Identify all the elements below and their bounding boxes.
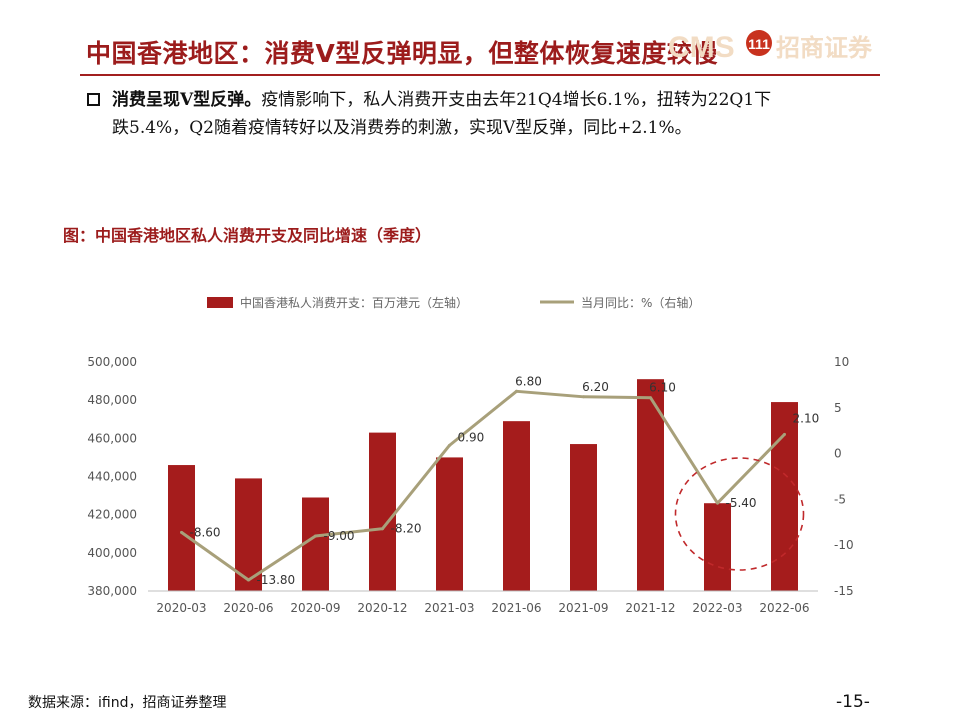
bullet-line-1: 疫情影响下，私人消费开支由去年21Q4增长6.1%，扭转为22Q1下 <box>261 90 772 110</box>
yoy-data-label: -8.60 <box>190 525 221 539</box>
y-right-tick-label: 5 <box>834 401 842 415</box>
yoy-data-label: -13.80 <box>257 573 296 587</box>
title-divider <box>80 74 880 76</box>
bar-2020-09 <box>302 497 329 591</box>
x-tick-label: 2022-06 <box>759 601 809 615</box>
legend-label-line: 当月同比：%（右轴） <box>581 295 700 310</box>
bullet-square-icon <box>87 93 100 106</box>
yoy-point-2020-12 <box>381 527 384 531</box>
bar-2022-06 <box>771 402 798 591</box>
y-right-tick-label: 0 <box>834 447 842 461</box>
x-tick-label: 2021-09 <box>558 601 608 615</box>
yoy-point-2021-12 <box>649 396 652 400</box>
bar-2022-03 <box>704 503 731 591</box>
yoy-data-label: 6.10 <box>649 381 676 395</box>
yoy-point-2021-09 <box>582 395 585 399</box>
x-tick-label: 2021-03 <box>424 601 474 615</box>
bar-2020-12 <box>369 432 396 591</box>
yoy-point-2022-03 <box>716 501 719 505</box>
y-left-tick-label: 500,000 <box>87 355 137 369</box>
y-right-tick-label: -10 <box>834 538 854 552</box>
yoy-data-label: 6.80 <box>515 374 542 388</box>
yoy-point-2022-06 <box>783 432 786 436</box>
brand-badge-icon <box>746 30 772 56</box>
yoy-point-2020-03 <box>180 530 183 534</box>
yoy-point-2020-09 <box>314 534 317 538</box>
x-tick-label: 2020-03 <box>156 601 206 615</box>
yoy-line <box>180 389 786 582</box>
yoy-data-label: 2.10 <box>793 411 820 425</box>
legend-label-bar: 中国香港私人消费开支：百万港元（左轴） <box>240 295 468 310</box>
bullet-line-2: 跌5.4%，Q2随着疫情转好以及消费券的刺激，实现V型反弹，同比+2.1%。 <box>112 118 692 138</box>
brand-cn-text: 招商证券 <box>776 34 873 62</box>
x-tick-label: 2020-09 <box>290 601 340 615</box>
bar-2020-03 <box>168 465 195 591</box>
y-left-tick-label: 400,000 <box>87 546 137 560</box>
bar-2021-03 <box>436 457 463 591</box>
yoy-point-2021-03 <box>448 443 451 447</box>
y-left-tick-label: 480,000 <box>87 393 137 407</box>
x-tick-label: 2020-12 <box>357 601 407 615</box>
brand-cms-text: CMS <box>668 31 735 64</box>
x-tick-label: 2021-06 <box>491 601 541 615</box>
highlight-circle <box>674 457 805 571</box>
x-tick-label: 2021-12 <box>625 601 675 615</box>
yoy-data-label: 6.20 <box>582 380 609 394</box>
yoy-data-label: -9.00 <box>324 529 355 543</box>
bar-2021-09 <box>570 444 597 591</box>
y-right-tick-label: -5 <box>834 492 846 506</box>
brand-badge-text: 111 <box>748 36 770 52</box>
bar-2021-06 <box>503 421 530 591</box>
y-left-tick-label: 440,000 <box>87 470 137 484</box>
bullet-paragraph: 消费呈现V型反弹。疫情影响下，私人消费开支由去年21Q4增长6.1%，扭转为22… <box>112 86 902 142</box>
y-right-tick-label: 10 <box>834 355 849 369</box>
page-number: -15- <box>836 692 870 712</box>
data-source: 数据来源：ifind，招商证券整理 <box>28 695 227 711</box>
yoy-data-label: -5.40 <box>726 496 757 510</box>
figure-title: 图：中国香港地区私人消费开支及同比增速（季度） <box>63 226 432 245</box>
yoy-data-label: 0.90 <box>458 430 485 444</box>
x-tick-label: 2020-06 <box>223 601 273 615</box>
x-tick-label: 2022-03 <box>692 601 742 615</box>
yoy-point-2021-06 <box>515 389 518 393</box>
yoy-data-label: -8.20 <box>391 522 422 536</box>
y-right-tick-label: -15 <box>834 584 854 598</box>
y-left-tick-label: 460,000 <box>87 431 137 445</box>
page-title: 中国香港地区：消费V型反弹明显，但整体恢复速度较慢 <box>86 39 718 68</box>
legend-swatch-bar <box>207 297 233 308</box>
brand-logo: CMS 111 招商证券 <box>668 30 873 64</box>
y-left-tick-label: 380,000 <box>87 584 137 598</box>
bullet-lead: 消费呈现V型反弹。 <box>112 90 262 110</box>
yoy-point-2020-06 <box>247 578 250 582</box>
y-left-tick-label: 420,000 <box>87 508 137 522</box>
